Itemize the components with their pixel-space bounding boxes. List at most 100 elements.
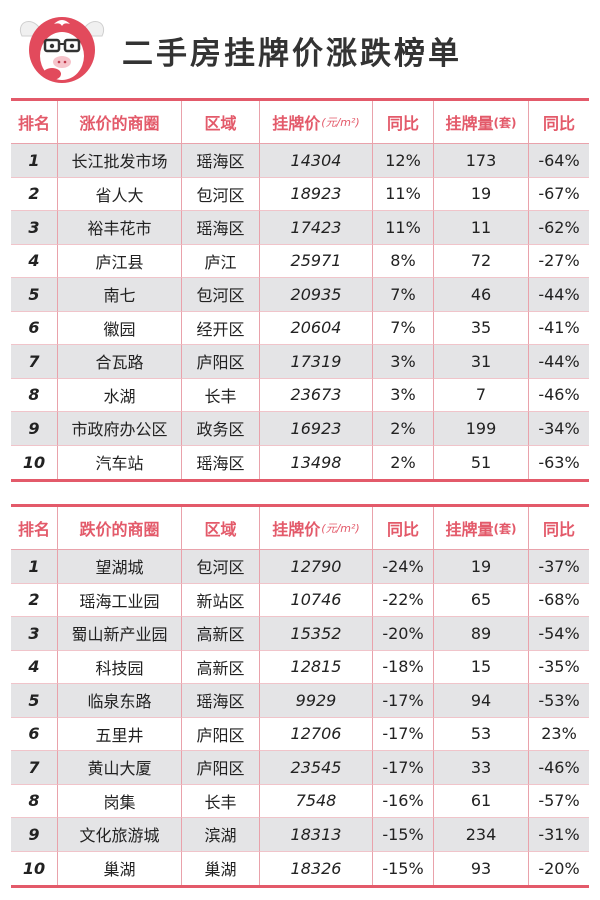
- area-cell: 瑶海工业园: [58, 583, 182, 617]
- price-cell: 18326: [260, 851, 373, 885]
- price-cell: 13498: [260, 445, 373, 479]
- price-cell: 15352: [260, 617, 373, 651]
- area-cell: 汽车站: [58, 445, 182, 479]
- price-yoy-cell: -17%: [373, 717, 434, 751]
- header-price-yoy: 同比: [373, 101, 434, 144]
- district-cell: 巢湖: [182, 851, 260, 885]
- price-cell: 12815: [260, 650, 373, 684]
- header-rank-label: 排名: [17, 114, 50, 133]
- rank-cell: 3: [11, 617, 58, 651]
- rank-cell: 10: [11, 851, 58, 885]
- area-cell: 长江批发市场: [58, 144, 182, 178]
- volume-yoy-cell: -64%: [529, 144, 589, 178]
- volume-cell: 19: [434, 177, 529, 211]
- table-row: 1 望湖城 包河区 12790 -24% 19 -37%: [11, 550, 589, 584]
- table-row: 9 文化旅游城 滨湖 18313 -15% 234 -31%: [11, 818, 589, 852]
- price-yoy-cell: 11%: [373, 177, 434, 211]
- header-rank: 排名: [11, 101, 58, 144]
- rank-cell: 4: [11, 244, 58, 278]
- price-yoy-cell: -24%: [373, 550, 434, 584]
- price-cell: 10746: [260, 583, 373, 617]
- district-cell: 庐阳区: [182, 345, 260, 379]
- table-row: 2 瑶海工业园 新站区 10746 -22% 65 -68%: [11, 583, 589, 617]
- rank-cell: 7: [11, 345, 58, 379]
- price-yoy-cell: 12%: [373, 144, 434, 178]
- district-cell: 滨湖: [182, 818, 260, 852]
- volume-yoy-cell: -63%: [538, 452, 580, 472]
- volume-yoy-cell: -54%: [529, 617, 589, 651]
- table-row: 6 徽园 经开区 20604 7% 35 -41%: [11, 311, 589, 345]
- page-header: 二手房挂牌价涨跌榜单: [0, 0, 600, 96]
- district-cell: 包河区: [182, 177, 260, 211]
- volume-yoy-cell: -44%: [529, 278, 589, 312]
- header-price: 挂牌价 (元/m²): [260, 507, 373, 550]
- price-cell: 14304: [260, 144, 373, 178]
- price-fall-table: 排名 跌价的商圈 区域 挂牌价 (元/m²) 同比 挂牌量 (套) 同比 1 望湖城 包河区 12790…: [11, 504, 589, 888]
- rank-cell: 2: [11, 583, 58, 617]
- price-yoy-cell: 3%: [373, 378, 434, 412]
- table-row: 10 汽车站 瑶海区 13498 2% 51 -63%: [11, 445, 589, 479]
- rank-cell: 5: [11, 684, 58, 718]
- price-yoy-cell: -22%: [373, 583, 434, 617]
- district-cell: 庐江: [182, 244, 260, 278]
- district-cell: 经开区: [182, 311, 260, 345]
- header-volume-yoy: 同比: [529, 507, 589, 550]
- header-volume-yoy: 同比: [529, 101, 589, 144]
- table-row: 1 长江批发市场 瑶海区 14304 12% 173 -64%: [11, 144, 589, 178]
- header-price-unit: (元/m²): [321, 522, 360, 535]
- header-volume: 挂牌量 (套): [434, 507, 529, 550]
- table-header-row: 排名 跌价的商圈 区域 挂牌价 (元/m²) 同比 挂牌量 (套) 同比: [11, 507, 589, 550]
- rank-cell: 1: [11, 550, 58, 584]
- header-district: 区域: [182, 101, 260, 144]
- table-row: 9 市政府办公区 政务区 16923 2% 199 -34%: [11, 412, 589, 446]
- price-cell: 20935: [260, 278, 373, 312]
- rank-cell: 10: [11, 445, 58, 479]
- rank-cell: 6: [11, 717, 58, 751]
- volume-yoy-cell: -31%: [529, 818, 589, 852]
- price-yoy-cell: -16%: [373, 784, 434, 818]
- volume-cell: 94: [434, 684, 529, 718]
- volume-yoy-cell: -27%: [529, 245, 589, 278]
- volume-cell: 7: [434, 378, 529, 412]
- header-price-yoy-label: 同比: [386, 520, 419, 539]
- area-cell: 科技园: [58, 650, 182, 684]
- volume-cell: 53: [434, 717, 529, 751]
- header-district-label: 区域: [204, 520, 237, 539]
- volume-yoy-cell: -62%: [529, 211, 589, 245]
- district-cell: 新站区: [182, 583, 260, 617]
- price-cell: 25971: [260, 244, 373, 278]
- district-cell: 包河区: [182, 278, 260, 312]
- header-price-yoy: 同比: [373, 507, 434, 550]
- header-price-unit: (元/m²): [321, 116, 360, 129]
- header-area-label: 跌价的商圈: [79, 520, 160, 539]
- volume-yoy-cell: -20%: [538, 858, 580, 878]
- volume-yoy-cell: -53%: [529, 684, 589, 718]
- area-cell: 庐江县: [58, 244, 182, 278]
- volume-cell: 61: [434, 784, 529, 818]
- district-cell: 庐阳区: [182, 751, 260, 785]
- price-yoy-cell: -17%: [373, 684, 434, 718]
- area-cell: 合瓦路: [58, 345, 182, 379]
- area-cell: 巢湖: [58, 851, 182, 885]
- header-district-label: 区域: [204, 114, 237, 133]
- price-cell: 12706: [260, 717, 373, 751]
- page-title: 二手房挂牌价涨跌榜单: [122, 36, 462, 72]
- district-cell: 长丰: [182, 784, 260, 818]
- area-cell: 文化旅游城: [58, 818, 182, 852]
- price-yoy-cell: -15%: [373, 818, 434, 852]
- volume-cell: 93: [434, 851, 529, 885]
- area-cell: 南七: [58, 278, 182, 312]
- area-cell: 黄山大厦: [58, 751, 182, 785]
- table-row: 8 岗集 长丰 7548 -16% 61 -57%: [11, 784, 589, 818]
- volume-yoy-cell: -37%: [529, 550, 589, 584]
- volume-yoy-cell: -57%: [529, 785, 589, 818]
- district-cell: 瑶海区: [182, 445, 260, 479]
- rank-cell: 4: [11, 650, 58, 684]
- header-rank: 排名: [11, 507, 58, 550]
- header-volume-yoy-label: 同比: [542, 520, 575, 539]
- volume-cell: 33: [434, 751, 529, 785]
- price-cell: 20604: [260, 311, 373, 345]
- header-price-label: 挂牌价: [272, 114, 321, 133]
- district-cell: 瑶海区: [182, 211, 260, 245]
- header-volume-label: 挂牌量: [445, 520, 494, 539]
